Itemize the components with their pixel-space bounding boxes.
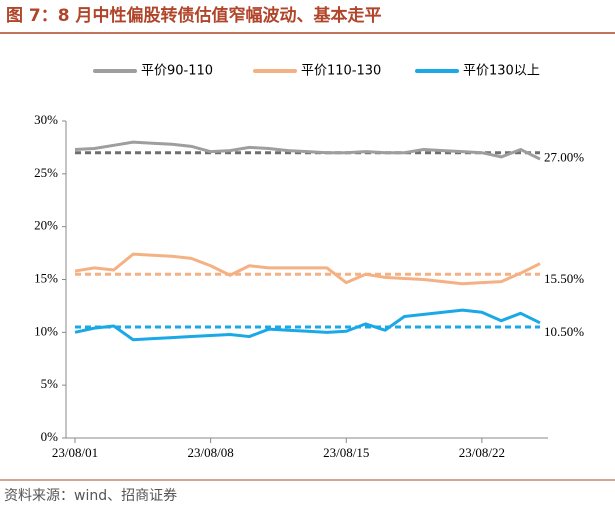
- x-tick-label: 23/08/01: [52, 445, 98, 460]
- legend-label: 平价90-110: [141, 64, 213, 79]
- x-tick-label: 23/08/22: [459, 445, 505, 460]
- source: 资料来源：wind、招商证券: [4, 488, 177, 504]
- reference-label: 27.00%: [544, 150, 584, 165]
- x-tick-label: 23/08/08: [188, 445, 234, 460]
- y-tick-label: 25%: [34, 165, 58, 180]
- y-tick-label: 0%: [41, 429, 59, 444]
- y-tick-label: 5%: [41, 376, 59, 391]
- y-tick-label: 10%: [34, 323, 58, 338]
- x-tick-label: 23/08/15: [323, 445, 369, 460]
- series-line: [74, 252, 541, 286]
- chart-title: 图 7：8 月中性偏股转债估值窄幅波动、基本走平: [6, 5, 382, 26]
- y-tick-label: 20%: [34, 218, 58, 233]
- reference-label: 10.50%: [544, 324, 584, 339]
- series-line: [74, 308, 541, 342]
- y-tick-label: 30%: [34, 112, 58, 127]
- series-line: [74, 140, 541, 161]
- legend-label: 平价130以上: [463, 64, 540, 79]
- y-tick-label: 15%: [34, 270, 58, 285]
- legend-label: 平价110-130: [301, 64, 381, 79]
- reference-label: 15.50%: [544, 271, 584, 286]
